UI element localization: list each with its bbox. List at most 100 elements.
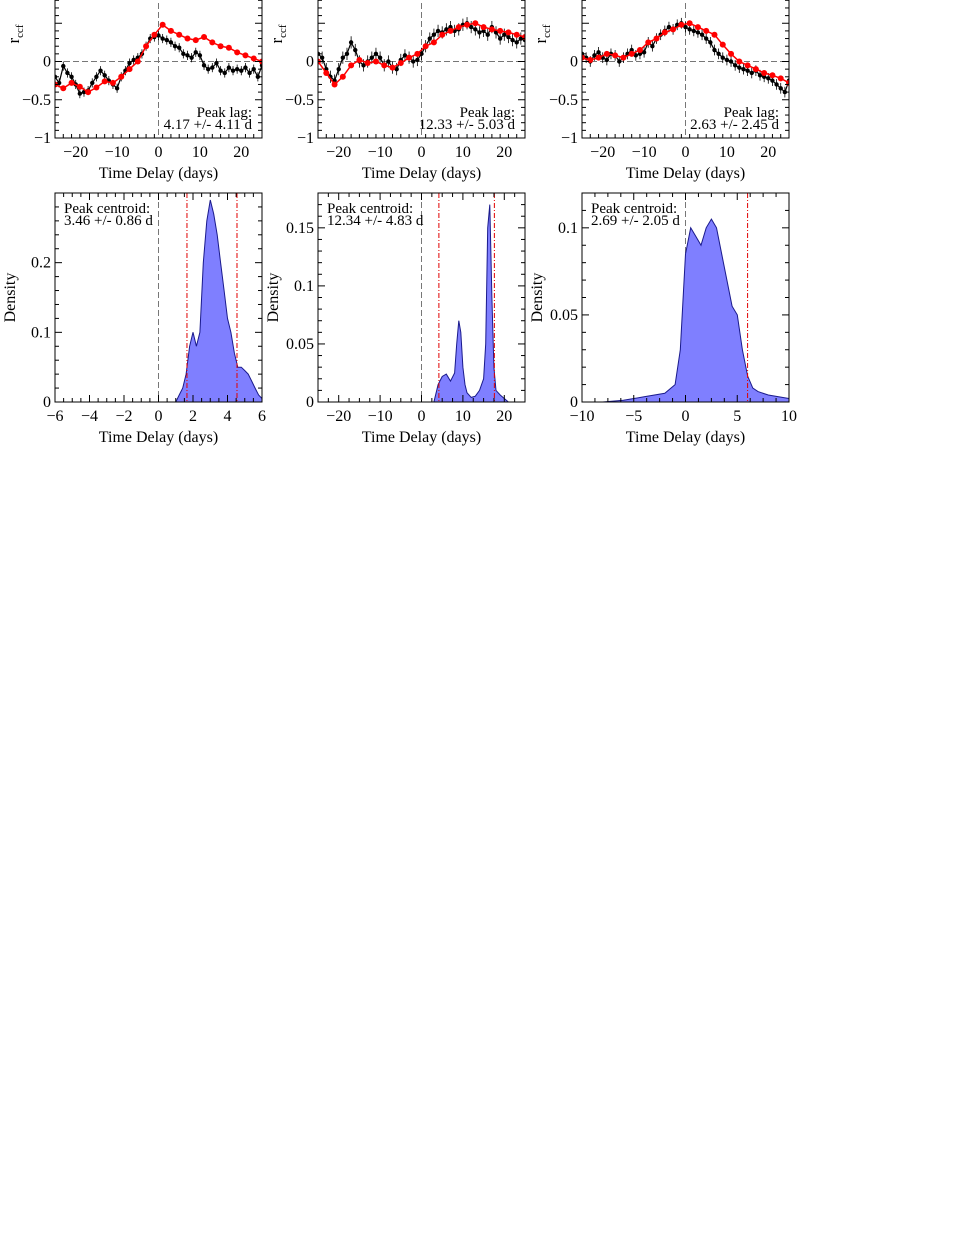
ccf-point-black [156, 33, 161, 38]
x-tick-label: −2 [115, 408, 132, 425]
ccf-point-black [774, 82, 779, 87]
ccf-point-red [636, 47, 643, 54]
ccf-point-black [185, 53, 190, 58]
ccf-point-black [131, 57, 136, 63]
x-tick-label: −4 [81, 408, 98, 425]
ccf-point-red [761, 69, 768, 76]
ccf-point-black [65, 70, 70, 76]
ccf-point-black [604, 57, 610, 63]
ccf-point-black [369, 55, 375, 60]
ccf-point-black [770, 78, 775, 83]
ccf-point-black [251, 66, 256, 72]
ccf-point-black [716, 51, 721, 57]
ccf-point-red [628, 50, 635, 57]
ccf-point-red [447, 27, 454, 34]
y-axis-label-subscript: ccf [277, 24, 289, 38]
density-area [175, 199, 262, 402]
annotation-value: 12.34 +/- 4.83 d [327, 213, 424, 229]
y-tick-label: 0.05 [550, 307, 578, 324]
y-tick-label: 0.2 [31, 255, 51, 272]
ccf-point-black [477, 30, 482, 35]
x-tick-label: 20 [496, 144, 512, 161]
y-axis-label: rccf [4, 24, 26, 43]
y-tick-label: 0 [306, 394, 314, 411]
ccf-point-black [732, 63, 738, 68]
ccf-point-black [243, 65, 248, 70]
ccf-point-black [201, 63, 207, 68]
x-axis-label: Time Delay (days) [99, 165, 218, 182]
ccf-point-red [389, 64, 396, 71]
ccf-point-black [373, 51, 379, 57]
x-axis-label: Time Delay (days) [99, 429, 218, 446]
ccf-point-red [356, 56, 363, 63]
x-tick-label: −10 [368, 408, 393, 425]
y-axis-label-subscript: ccf [14, 24, 26, 38]
annotation-value: 2.69 +/- 2.05 d [591, 213, 680, 229]
ccf-point-red [472, 20, 479, 27]
ccf-point-black [778, 86, 783, 91]
ccf-point-red [422, 43, 429, 50]
ccf-point-red [348, 62, 355, 69]
ccf-point-black [234, 66, 240, 72]
ccf-point-red [323, 69, 330, 76]
ccf-point-black [344, 51, 350, 57]
ccf-point-red [497, 27, 504, 34]
x-tick-label: 0 [418, 144, 426, 161]
ccf-point-red [464, 21, 471, 28]
x-tick-label: 20 [496, 408, 512, 425]
x-tick-label: −20 [590, 144, 615, 161]
ccf-point-red [85, 89, 92, 96]
x-axis-label: Time Delay (days) [626, 429, 745, 446]
ccf-point-black [506, 34, 511, 40]
ccf-point-red [331, 81, 338, 88]
ccf-point-black [226, 65, 232, 70]
x-tick-label: 5 [733, 408, 741, 425]
y-tick-label: −1 [297, 130, 314, 147]
ccf-point-black [102, 73, 107, 78]
ccf-point-red [595, 54, 602, 61]
ccf-point-red [430, 39, 437, 46]
y-tick-label: 0.1 [294, 278, 314, 295]
ccf-point-red [242, 52, 249, 59]
x-axis-label: Time Delay (days) [362, 165, 481, 182]
ccf-point-black [720, 55, 725, 60]
ccf-point-black [218, 68, 223, 73]
ccf-point-black [757, 73, 763, 78]
panel-ccf-3: −20 −10 0 10 20 −1 −0.5 0 Time Delay (days) rccf P… [531, 0, 790, 182]
ccf-point-red [381, 62, 388, 69]
annotation-title: Peak lag: [197, 105, 252, 121]
y-tick-label: 0 [43, 394, 51, 411]
ccf-point-black [94, 74, 99, 80]
plot-area [602, 193, 789, 402]
ccf-point-black [737, 65, 742, 70]
ccf-point-black [444, 27, 449, 32]
x-tick-label: −6 [46, 408, 63, 425]
ccf-point-red [694, 24, 701, 31]
y-tick-label: 0 [306, 54, 314, 71]
ccf-point-black [724, 57, 730, 63]
ccf-point-black [69, 74, 74, 80]
ccf-point-black [210, 65, 215, 70]
ccf-point-black [493, 30, 499, 35]
ccf-point-black [617, 59, 622, 64]
ccf-point-black [419, 51, 424, 57]
ccf-point-red [159, 21, 166, 28]
ccf-point-red [60, 85, 67, 92]
x-tick-label: 0 [155, 144, 163, 161]
ccf-point-red [76, 83, 83, 90]
density-area [433, 204, 510, 402]
ccf-point-black [239, 68, 244, 73]
ccf-point-red [505, 29, 512, 36]
ccf-point-black [427, 36, 432, 41]
ccf-point-black [728, 59, 734, 64]
ccf-point-black [415, 57, 420, 63]
x-tick-label: 0 [418, 408, 426, 425]
ccf-point-black [650, 44, 655, 49]
ccf-point-red [109, 79, 116, 86]
density-area [602, 218, 789, 402]
ccf-point-red [406, 54, 413, 61]
annotation-value: 2.63 +/- 2.45 d [690, 117, 779, 133]
ccf-point-black [402, 53, 408, 58]
ccf-point-red [184, 35, 191, 42]
panel-density-1: −6 −4 −2 0 2 4 6 0 0.1 0.2 Time Delay (days) Densit… [2, 192, 266, 446]
